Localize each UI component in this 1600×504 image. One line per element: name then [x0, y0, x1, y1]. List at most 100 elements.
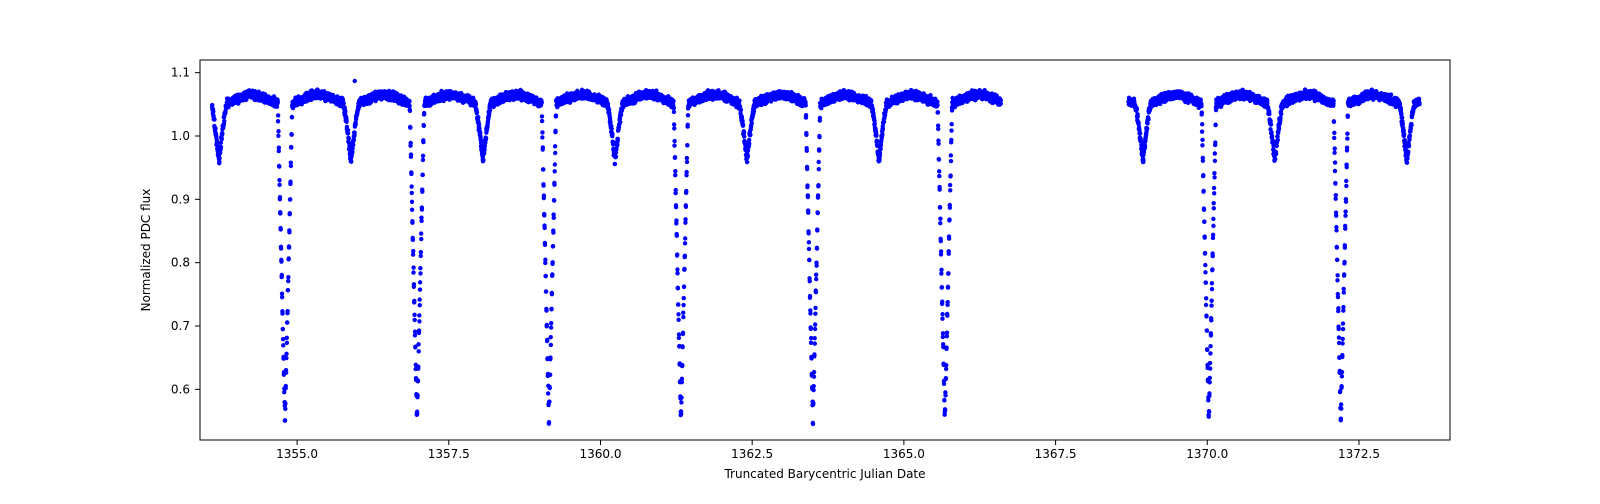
data-point [805, 167, 809, 171]
data-point [937, 187, 941, 191]
data-point [1201, 173, 1205, 177]
data-point [948, 183, 952, 187]
data-point [1209, 333, 1213, 337]
data-point [1212, 201, 1216, 205]
data-point [674, 218, 678, 222]
data-point [549, 307, 553, 311]
data-point [553, 144, 557, 148]
data-point [676, 286, 680, 290]
data-point [804, 103, 808, 107]
data-point [287, 245, 291, 249]
data-point [673, 173, 677, 177]
data-point [1145, 121, 1149, 125]
data-point [619, 113, 623, 117]
data-point [805, 149, 809, 153]
data-point [679, 412, 683, 416]
data-point [217, 160, 221, 164]
data-point [812, 336, 816, 340]
data-point [875, 139, 879, 143]
data-point [420, 207, 424, 211]
x-axis-label: Truncated Barycentric Julian Date [723, 467, 925, 481]
data-point [1143, 143, 1147, 147]
data-point [488, 108, 492, 112]
data-point [288, 197, 292, 201]
data-point [1212, 175, 1216, 179]
data-point [676, 312, 680, 316]
data-point [347, 136, 351, 140]
data-point [935, 103, 939, 107]
data-point [219, 145, 223, 149]
data-point [476, 115, 480, 119]
data-point [422, 111, 426, 115]
data-point [805, 183, 809, 187]
data-point [685, 160, 689, 164]
data-point [549, 343, 553, 347]
data-point [813, 341, 817, 345]
data-point [281, 327, 285, 331]
data-point [352, 130, 356, 134]
data-point [222, 119, 226, 123]
data-point [550, 260, 554, 264]
data-point [683, 254, 687, 258]
x-tick-label: 1367.5 [1035, 447, 1077, 461]
data-point [686, 113, 690, 117]
data-point [672, 126, 676, 130]
data-point [742, 134, 746, 138]
data-point [947, 252, 951, 256]
data-point [937, 169, 941, 173]
data-point [276, 99, 280, 103]
data-point [944, 363, 948, 367]
data-point [817, 135, 821, 139]
data-point [679, 395, 683, 399]
data-point [276, 134, 280, 138]
x-tick-label: 1372.5 [1338, 447, 1380, 461]
data-point [550, 272, 554, 276]
chart-svg: 1355.01357.51360.01362.51365.01367.51370… [0, 0, 1600, 500]
data-point [812, 384, 816, 388]
data-point [685, 156, 689, 160]
y-tick-label: 1.0 [171, 129, 190, 143]
data-point [1204, 314, 1208, 318]
data-point [672, 110, 676, 114]
data-point [1212, 206, 1216, 210]
data-point [676, 302, 680, 306]
data-point [948, 206, 952, 210]
data-point [737, 99, 741, 103]
data-point [475, 110, 479, 114]
data-point [947, 217, 951, 221]
data-point [936, 127, 940, 131]
data-point [806, 211, 810, 215]
data-point [415, 412, 419, 416]
data-point [1210, 287, 1214, 291]
data-point [684, 170, 688, 174]
data-point [682, 296, 686, 300]
data-point [288, 180, 292, 184]
data-point [418, 287, 422, 291]
data-point [609, 127, 613, 131]
data-point [943, 393, 947, 397]
data-point [945, 300, 949, 304]
y-tick-label: 0.7 [171, 319, 190, 333]
data-point [409, 172, 413, 176]
data-point [277, 178, 281, 182]
data-point [938, 205, 942, 209]
data-point [410, 200, 414, 204]
data-point [804, 133, 808, 137]
data-point [286, 288, 290, 292]
data-point [869, 98, 873, 102]
data-point [817, 148, 821, 152]
data-point [1210, 281, 1214, 285]
data-point [1210, 267, 1214, 271]
data-point [672, 139, 676, 143]
data-point [1208, 344, 1212, 348]
data-point [815, 246, 819, 250]
data-point [548, 386, 552, 390]
data-point [812, 370, 816, 374]
data-point [812, 352, 816, 356]
data-point [549, 335, 553, 339]
data-point [945, 313, 949, 317]
data-point [1200, 122, 1204, 126]
data-point [411, 265, 415, 269]
data-point [548, 355, 552, 359]
data-point [681, 303, 685, 307]
